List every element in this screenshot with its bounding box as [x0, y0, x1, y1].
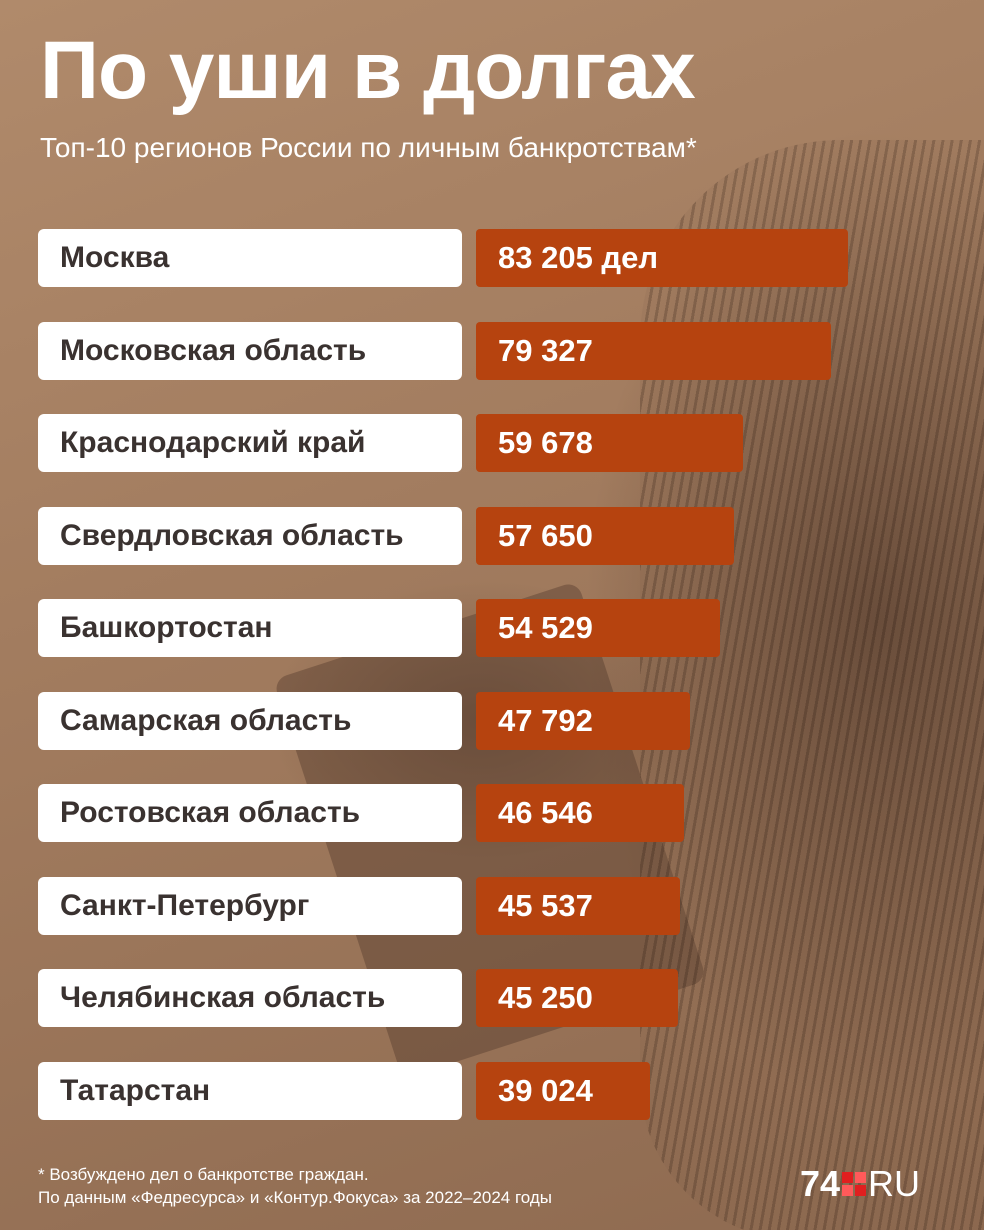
bar: 47 792: [476, 692, 690, 750]
bar-row: Краснодарский край 59 678: [0, 414, 984, 472]
bar-row: Московская область 79 327: [0, 322, 984, 380]
logo: 74 RU: [800, 1166, 920, 1202]
bar: 45 250: [476, 969, 678, 1027]
category-label: Башкортостан: [38, 599, 462, 657]
category-label: Ростовская область: [38, 784, 462, 842]
category-label: Санкт-Петербург: [38, 877, 462, 935]
logo-number: 74: [800, 1163, 841, 1204]
bar: 54 529: [476, 599, 720, 657]
category-label: Челябинская область: [38, 969, 462, 1027]
bar-row: Татарстан 39 024: [0, 1062, 984, 1120]
page-title: По уши в долгах: [40, 25, 696, 116]
bar: 79 327: [476, 322, 831, 380]
bar-row: Санкт-Петербург 45 537: [0, 877, 984, 935]
footnote-line-2: По данным «Федресурса» и «Контур.Фокуса»…: [38, 1188, 553, 1207]
category-label: Москва: [38, 229, 462, 287]
category-label: Самарская область: [38, 692, 462, 750]
bar-row: Башкортостан 54 529: [0, 599, 984, 657]
bar-row: Ростовская область 46 546: [0, 784, 984, 842]
bar: 45 537: [476, 877, 680, 935]
bar-row: Свердловская область 57 650: [0, 507, 984, 565]
logo-suffix: RU: [868, 1163, 921, 1204]
page-subtitle: Топ-10 регионов России по личным банкрот…: [40, 132, 697, 163]
bar-row: Челябинская область 45 250: [0, 969, 984, 1027]
bar-row: Самарская область 47 792: [0, 692, 984, 750]
bar: 46 546: [476, 784, 684, 842]
footnote: * Возбуждено дел о банкротстве граждан. …: [38, 1163, 552, 1209]
bar: 83 205 дел: [476, 229, 848, 287]
bar: 57 650: [476, 507, 734, 565]
category-label: Свердловская область: [38, 507, 462, 565]
category-label: Московская область: [38, 322, 462, 380]
category-label: Татарстан: [38, 1062, 462, 1120]
footnote-line-1: * Возбуждено дел о банкротстве граждан.: [38, 1165, 369, 1184]
bar: 39 024: [476, 1062, 650, 1120]
four-squares-logo-icon: [842, 1172, 867, 1196]
bar: 59 678: [476, 414, 743, 472]
hair-illustration: [640, 140, 984, 1230]
category-label: Краснодарский край: [38, 414, 462, 472]
bar-row: Москва 83 205 дел: [0, 229, 984, 287]
